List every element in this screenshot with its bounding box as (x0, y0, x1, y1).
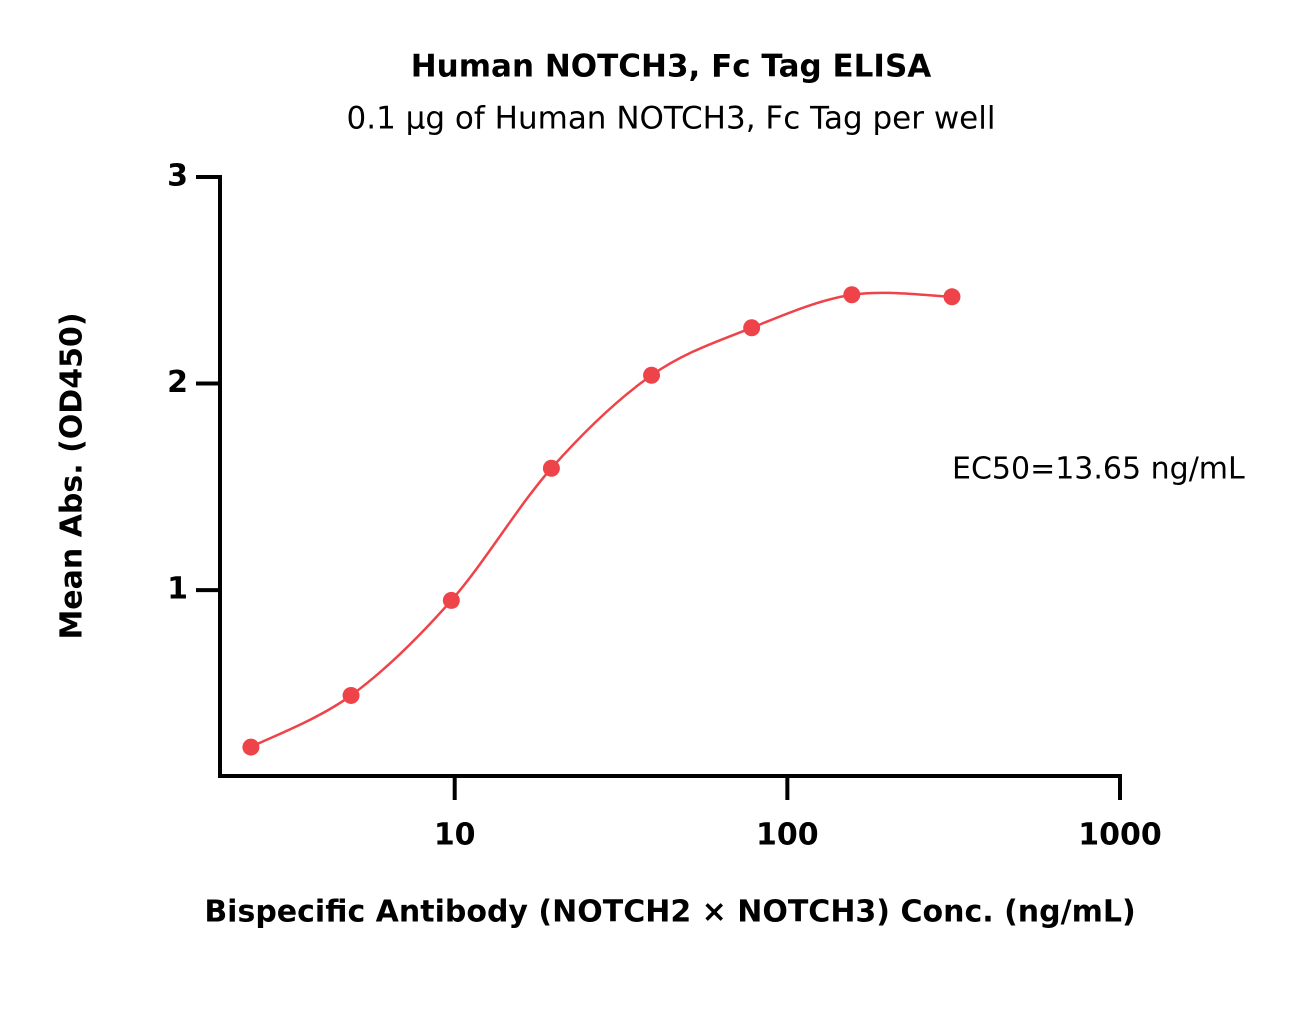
data-point (643, 366, 661, 384)
y-tick-label: 1 (167, 572, 188, 607)
data-point (342, 686, 360, 704)
chart-subtitle: 0.1 µg of Human NOTCH3, Fc Tag per well (347, 101, 996, 137)
y-tick-label: 3 (167, 159, 188, 194)
fit-curve (250, 291, 952, 749)
data-point (542, 459, 560, 477)
x-axis-label: Bispecific Antibody (NOTCH2 × NOTCH3) Co… (204, 895, 1135, 930)
data-point (843, 286, 861, 304)
data-point (943, 288, 961, 306)
data-point (442, 591, 460, 609)
y-tick-label: 2 (167, 365, 188, 400)
data-point (743, 319, 761, 337)
x-tick-label: 100 (756, 818, 819, 853)
chart-title: Human NOTCH3, Fc Tag ELISA (411, 49, 932, 85)
annotation: EC50=13.65 ng/mL (952, 452, 1245, 487)
data-point (242, 738, 260, 756)
x-tick-label: 1000 (1078, 818, 1162, 853)
x-tick-label: 10 (434, 818, 476, 853)
y-axis-label: Mean Abs. (OD450) (55, 312, 90, 639)
